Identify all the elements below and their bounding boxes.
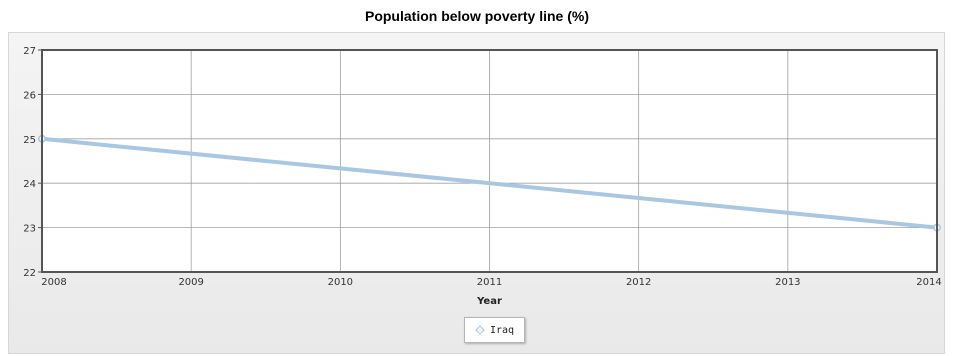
x-tick-label: 2009 <box>178 277 203 288</box>
x-tick-label: 2010 <box>328 277 353 288</box>
chart-title: Population below poverty line (%) <box>364 8 589 24</box>
x-tick-label: 2008 <box>41 277 66 288</box>
y-tick-label: 27 <box>23 46 36 57</box>
y-tick-label: 24 <box>23 179 36 190</box>
legend[interactable]: Iraq <box>464 317 525 343</box>
y-axis-ticks: 22 23 24 25 26 27 <box>23 46 42 279</box>
y-tick-label: 22 <box>23 268 36 279</box>
plot-frame <box>41 49 938 273</box>
legend-marker-icon <box>475 325 485 335</box>
x-tick-label: 2012 <box>626 277 651 288</box>
y-tick-label: 26 <box>23 90 36 101</box>
x-tick-label: 2013 <box>775 277 800 288</box>
x-axis-title: Year <box>476 296 502 307</box>
y-tick-label: 25 <box>23 135 36 146</box>
x-tick-label: 2014 <box>916 277 941 288</box>
y-tick-label: 23 <box>23 224 36 235</box>
legend-label-iraq: Iraq <box>489 324 515 336</box>
x-axis-ticks: 2008 2009 2010 2011 2012 2013 2014 <box>41 277 941 288</box>
series-line-iraq <box>41 136 938 230</box>
x-tick-label: 2011 <box>477 277 502 288</box>
